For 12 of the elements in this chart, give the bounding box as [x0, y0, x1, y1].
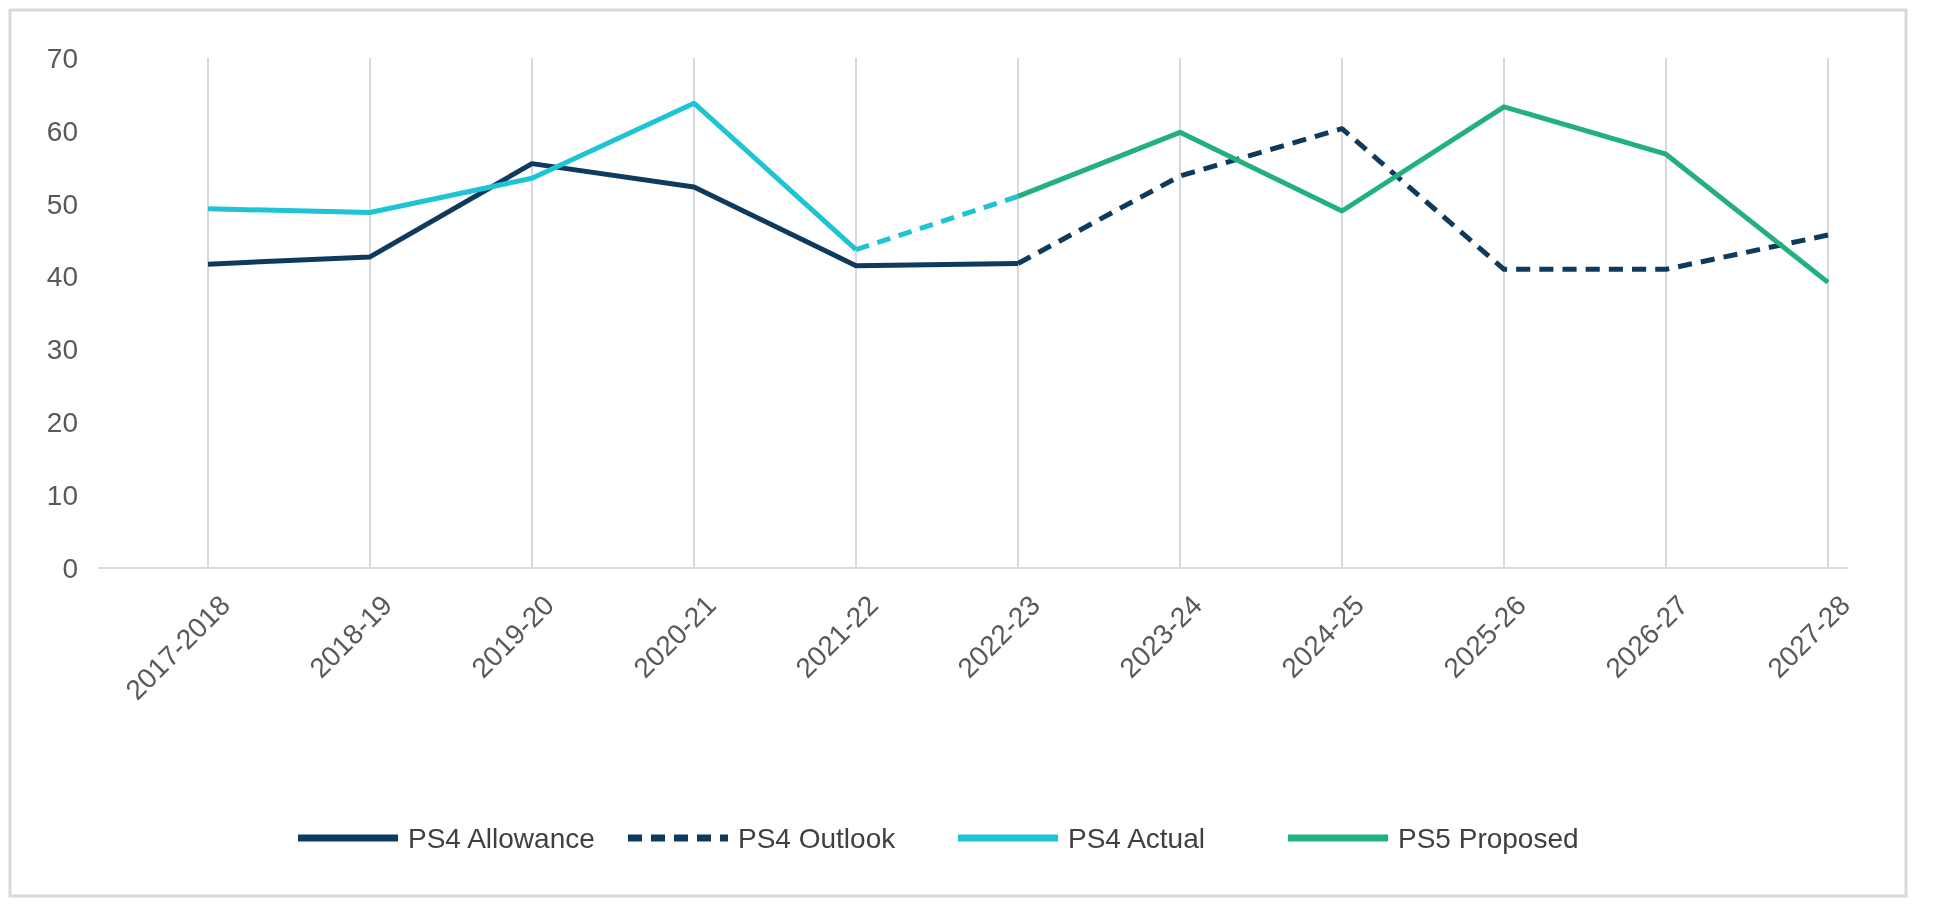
legend-label: PS4 Allowance	[408, 822, 595, 854]
y-tick-label: 10	[46, 479, 78, 511]
y-tick-label: 40	[46, 261, 78, 293]
legend-label: PS4 Outlook	[738, 822, 897, 854]
y-tick-label: 20	[46, 407, 78, 439]
y-tick-label: 70	[46, 42, 78, 74]
y-tick-label: 0	[62, 552, 78, 584]
y-tick-label: 60	[46, 115, 78, 147]
y-tick-label: 50	[46, 188, 78, 220]
y-tick-label: 30	[46, 334, 78, 366]
legend-label: PS4 Actual	[1068, 822, 1205, 854]
legend-label: PS5 Proposed	[1398, 822, 1579, 854]
